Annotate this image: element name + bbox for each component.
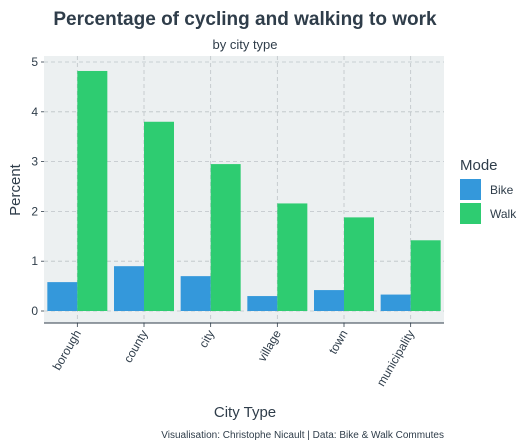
legend-label-walk: Walk bbox=[490, 207, 517, 221]
bar-bike-municipality bbox=[380, 294, 411, 311]
bar-walk-city bbox=[210, 164, 241, 311]
chart-title: Percentage of cycling and walking to wor… bbox=[53, 9, 437, 30]
bar-walk-municipality bbox=[410, 240, 441, 311]
x-axis-title: City Type bbox=[214, 404, 276, 421]
y-axis-ticks: 0 1 2 3 4 5 bbox=[31, 55, 44, 318]
x-tick-label-municipality: municipality bbox=[374, 328, 417, 389]
y-tick-label: 0 bbox=[31, 304, 38, 318]
bar-bike-city bbox=[180, 276, 211, 311]
x-axis-ticks: borough county city village town municipality bbox=[50, 323, 417, 389]
x-tick-label-borough: borough bbox=[50, 328, 84, 373]
bar-walk-village bbox=[277, 203, 308, 311]
plot-panel bbox=[44, 56, 444, 323]
bar-bike-borough bbox=[47, 282, 78, 311]
chart-caption: Visualisation: Christophe Nicault | Data… bbox=[161, 430, 444, 441]
bar-bike-village bbox=[247, 296, 278, 311]
x-tick-label-city: city bbox=[196, 328, 217, 351]
y-tick-label: 5 bbox=[31, 55, 38, 69]
legend-key-walk bbox=[460, 203, 481, 224]
chart-subtitle: by city type bbox=[212, 37, 277, 52]
legend-key-bike bbox=[460, 179, 481, 200]
y-tick-label: 2 bbox=[31, 204, 38, 218]
legend: Bike Walk bbox=[460, 179, 517, 224]
y-tick-label: 1 bbox=[31, 254, 38, 268]
bar-bike-county bbox=[114, 266, 144, 311]
x-tick-label-county: county bbox=[121, 328, 151, 366]
y-tick-label: 4 bbox=[31, 105, 38, 119]
y-axis-title: Percent bbox=[7, 163, 24, 216]
y-tick-label: 3 bbox=[31, 155, 38, 169]
bars bbox=[47, 70, 441, 312]
bar-walk-county bbox=[144, 121, 174, 311]
bar-bike-town bbox=[314, 290, 344, 311]
grid-lines bbox=[44, 56, 444, 323]
x-tick-label-town: town bbox=[326, 328, 351, 357]
legend-title: Mode bbox=[460, 157, 498, 174]
x-tick-label-village: village bbox=[255, 327, 284, 364]
bar-walk-borough bbox=[77, 70, 108, 312]
legend-label-bike: Bike bbox=[490, 183, 514, 197]
bar-walk-town bbox=[344, 217, 374, 311]
